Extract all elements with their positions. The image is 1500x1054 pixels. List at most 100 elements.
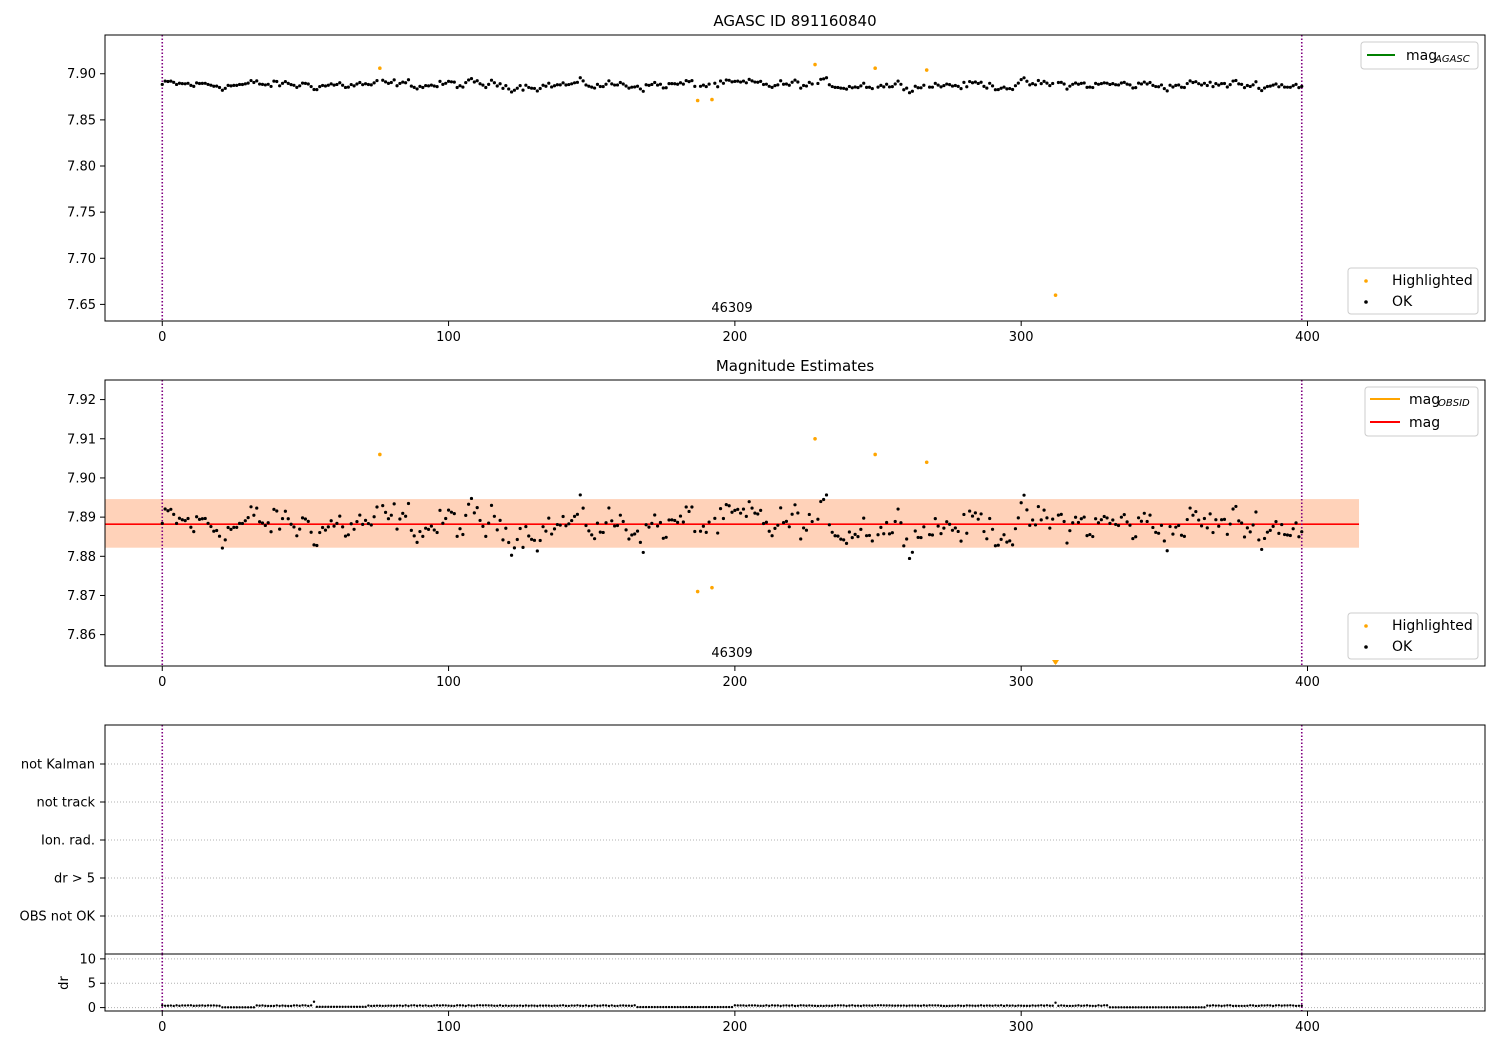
magnitude-ok-point — [916, 535, 920, 540]
magnitude-ok-point — [750, 506, 754, 510]
dr-point — [1151, 1006, 1155, 1009]
dr-point — [673, 1005, 676, 1009]
dr-point — [1068, 1004, 1072, 1008]
magnitude-ok-point — [435, 530, 439, 535]
dr-ytick-label: 5 — [88, 977, 96, 992]
agasc-ok-point — [200, 81, 204, 85]
magnitude-ok-point — [363, 518, 368, 522]
agasc-ok-point — [280, 81, 285, 85]
agasc-ok-point — [1022, 76, 1026, 80]
magnitude-ok-point — [1016, 516, 1020, 520]
dr-point — [888, 1004, 891, 1007]
magnitude-ok-point — [635, 529, 640, 533]
dr-point — [553, 1004, 556, 1007]
agasc-xtick-label: 0 — [158, 330, 166, 345]
magnitude-ok-point — [200, 517, 204, 521]
dr-point — [493, 1004, 496, 1007]
magnitude-ok-point — [1073, 515, 1078, 519]
agasc-ok-point — [352, 84, 356, 88]
magnitude-ok-point — [172, 512, 176, 517]
dr-point — [719, 1005, 722, 1009]
magnitude-ok-point — [1065, 541, 1069, 545]
dr-point — [415, 1004, 419, 1008]
dr-point — [249, 1006, 253, 1009]
magnitude-ok-point — [907, 556, 912, 561]
dr-point — [533, 1004, 536, 1007]
dr-point — [221, 1006, 224, 1009]
agasc-ok-point — [1148, 80, 1152, 85]
agasc-ok-point — [678, 81, 683, 85]
magnitude-ok-point — [856, 535, 860, 539]
agasc-ok-point — [819, 77, 823, 81]
agasc-ok-point — [481, 83, 485, 87]
magnitude-ok-point — [713, 516, 717, 520]
magnitude-highlighted-point — [378, 452, 382, 457]
agasc-ok-point — [1002, 85, 1006, 89]
magnitude-ok-point — [206, 521, 210, 525]
agasc-ok-point — [1131, 86, 1135, 90]
magnitude-ok-point — [544, 529, 548, 533]
dr-point — [1271, 1004, 1275, 1008]
magnitude-ok-point — [581, 506, 585, 510]
agasc-ok-point — [300, 81, 305, 85]
agasc-ok-point — [1005, 87, 1009, 91]
magnitude-ok-point — [658, 520, 663, 525]
agasc-ok-point — [1277, 85, 1281, 89]
magnitude-ok-point — [404, 514, 408, 518]
dr-point — [894, 1004, 897, 1007]
agasc-ok-point — [1079, 81, 1083, 85]
agasc-ok-point — [209, 83, 213, 87]
magnitude-ok-point — [887, 532, 892, 536]
agasc-ok-point — [509, 90, 514, 94]
dr-point — [470, 1004, 473, 1007]
agasc-ok-point — [409, 84, 413, 88]
magnitude-panel-frame — [104, 379, 1486, 667]
agasc-ok-point — [541, 83, 545, 87]
agasc-ok-point — [1191, 80, 1195, 85]
dr-point — [378, 1004, 382, 1007]
agasc-ok-point — [1205, 83, 1209, 88]
agasc-ok-point — [564, 83, 568, 87]
dr-point — [324, 1005, 327, 1009]
agasc-ok-point — [389, 80, 393, 85]
magnitude-ok-point — [707, 520, 711, 524]
agasc-ok-point — [727, 78, 731, 82]
dr-point — [876, 1004, 880, 1007]
magnitude-ok-point — [538, 538, 542, 543]
magnitude-ok-point — [1136, 516, 1141, 520]
magnitude-ok-point — [561, 514, 565, 519]
dr-point — [828, 1004, 831, 1008]
agasc-ok-point — [1062, 82, 1066, 86]
dr-xtick-label: 200 — [722, 1020, 747, 1035]
dr-point — [258, 1004, 261, 1007]
agasc-ok-point — [833, 85, 837, 89]
dr-point — [859, 1004, 863, 1008]
agasc-ok-point — [1265, 84, 1270, 89]
dr-panel-frame — [104, 953, 1486, 1012]
agasc-ok-point — [630, 85, 634, 89]
dr-point — [544, 1004, 548, 1007]
dr-point — [289, 1004, 293, 1008]
magnitude-ok-point — [1151, 525, 1155, 530]
agasc-ok-point — [1159, 83, 1164, 87]
dr-point — [742, 1004, 745, 1007]
agasc-ok-point — [575, 80, 580, 84]
dr-point — [1294, 1004, 1298, 1008]
agasc-ok-point — [507, 87, 511, 91]
agasc-ok-point — [1248, 84, 1252, 89]
dr-point — [252, 1006, 256, 1009]
magnitude-ok-point — [1265, 530, 1270, 534]
dr-point — [736, 1004, 739, 1007]
dr-point — [1008, 1004, 1011, 1007]
dr-point — [1088, 1004, 1092, 1007]
dr-point — [1194, 1006, 1198, 1009]
magnitude-ok-point — [1099, 518, 1103, 522]
dr-point — [790, 1004, 794, 1007]
dr-point — [896, 1004, 900, 1007]
magnitude-ok-point — [816, 517, 820, 521]
agasc-ok-point — [773, 84, 777, 88]
agasc-ok-point — [1182, 85, 1186, 90]
magnitude-ok-point — [326, 525, 330, 529]
dr-point — [387, 1004, 390, 1007]
agasc-ok-point — [1177, 83, 1181, 87]
